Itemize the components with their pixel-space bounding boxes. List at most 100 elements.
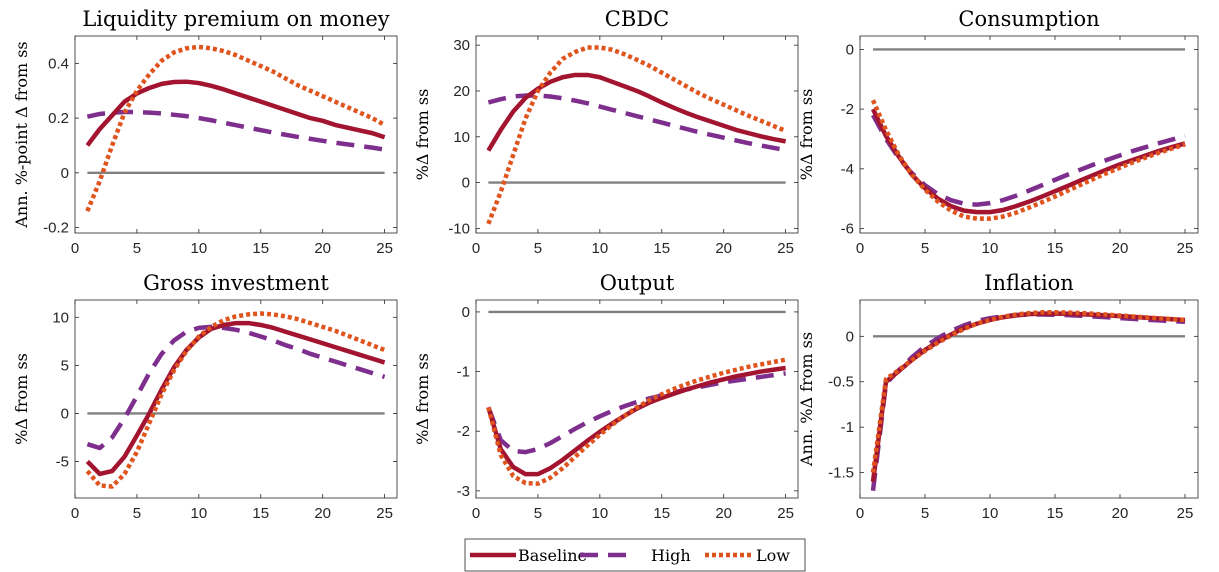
x-tick-label: 5 bbox=[921, 240, 929, 257]
y-tick-label: -6 bbox=[841, 221, 854, 238]
x-tick-label: 5 bbox=[534, 505, 542, 522]
series-line-low bbox=[870, 310, 1186, 473]
x-tick-label: 0 bbox=[71, 240, 79, 257]
y-tick-label: -2 bbox=[457, 423, 470, 440]
x-tick-label: 25 bbox=[376, 240, 393, 257]
series-line-high bbox=[487, 93, 787, 153]
series-line-high bbox=[86, 109, 385, 152]
x-tick-label: 5 bbox=[921, 505, 929, 522]
y-tick-label: -0.2 bbox=[43, 220, 69, 237]
y-tick-label: 0 bbox=[462, 175, 470, 192]
x-tick-label: 10 bbox=[982, 505, 999, 522]
y-tick-label: -0.5 bbox=[828, 374, 854, 391]
axes-box bbox=[74, 35, 398, 234]
x-tick-label: 0 bbox=[472, 505, 480, 522]
x-tick-label: 15 bbox=[653, 240, 670, 257]
x-tick-label: 5 bbox=[534, 240, 542, 257]
x-tick-label: 15 bbox=[252, 505, 269, 522]
x-tick-label: 0 bbox=[472, 240, 480, 257]
y-axis-label: %Δ from ss bbox=[797, 89, 816, 181]
series-line-high bbox=[486, 371, 786, 455]
y-tick-label: -1.5 bbox=[828, 465, 854, 482]
y-axis-label: %Δ from ss bbox=[413, 353, 432, 445]
series-line-baseline bbox=[870, 108, 1186, 215]
y-tick-label: 0 bbox=[61, 405, 69, 422]
x-tick-label: 5 bbox=[133, 505, 141, 522]
x-tick-label: 25 bbox=[1177, 240, 1194, 257]
x-tick-label: 20 bbox=[715, 505, 732, 522]
x-tick-label: 15 bbox=[1047, 505, 1064, 522]
x-tick-label: 0 bbox=[856, 505, 864, 522]
y-tick-label: 5 bbox=[61, 357, 69, 374]
x-tick-label: 15 bbox=[1047, 240, 1064, 257]
axes-box bbox=[859, 299, 1199, 499]
series-line-low bbox=[486, 45, 787, 225]
x-tick-label: 25 bbox=[1177, 505, 1194, 522]
panel-4: 0 5 10 15 20 25 -5 0 5 10 Gross investment %Δ from … bbox=[12, 271, 398, 522]
y-tick-label: -10 bbox=[448, 220, 470, 237]
x-tick-label: 25 bbox=[777, 505, 794, 522]
y-tick-label: 0 bbox=[846, 328, 854, 345]
panel-title: Inflation bbox=[984, 271, 1074, 295]
x-tick-label: 10 bbox=[982, 240, 999, 257]
x-tick-label: 0 bbox=[856, 240, 864, 257]
x-tick-label: 20 bbox=[1112, 240, 1129, 257]
x-tick-label: 20 bbox=[314, 240, 331, 257]
y-tick-label: -4 bbox=[841, 161, 854, 178]
x-tick-label: 10 bbox=[592, 505, 609, 522]
y-tick-label: 30 bbox=[453, 37, 470, 54]
y-tick-label: -1 bbox=[457, 364, 470, 381]
panel-6: 0 5 10 15 20 25 -1.5 -1 -0.5 0 Inflation Ann. %Δ fr… bbox=[797, 271, 1199, 522]
series-line-low bbox=[486, 357, 787, 486]
y-tick-label: 0 bbox=[462, 304, 470, 321]
x-tick-label: 10 bbox=[592, 240, 609, 257]
x-tick-label: 25 bbox=[777, 240, 794, 257]
axes-box bbox=[475, 35, 799, 234]
x-tick-label: 10 bbox=[191, 505, 208, 522]
x-tick-label: 15 bbox=[252, 240, 269, 257]
panel-title: Output bbox=[600, 271, 675, 295]
x-tick-label: 15 bbox=[653, 505, 670, 522]
y-axis-label: Ann. %Δ from ss bbox=[797, 332, 816, 467]
y-tick-label: 10 bbox=[52, 309, 69, 326]
series-line-low bbox=[870, 99, 1186, 221]
panel-title: Liquidity premium on money bbox=[82, 7, 389, 31]
series-line-baseline bbox=[85, 320, 386, 477]
x-tick-label: 0 bbox=[71, 505, 79, 522]
legend-label-low: Low bbox=[756, 546, 790, 565]
x-tick-label: 5 bbox=[133, 240, 141, 257]
y-tick-label: -5 bbox=[56, 453, 69, 470]
y-tick-label: 0.2 bbox=[48, 110, 69, 127]
series-line-low bbox=[85, 44, 386, 212]
series-line-low bbox=[85, 311, 386, 489]
axes-box bbox=[475, 299, 799, 499]
x-tick-label: 20 bbox=[1112, 505, 1129, 522]
panel-title: Consumption bbox=[958, 7, 1099, 31]
series-line-high bbox=[870, 312, 1186, 492]
y-tick-label: -1 bbox=[841, 419, 854, 436]
y-tick-label: 0 bbox=[61, 165, 69, 182]
axes-box bbox=[859, 35, 1199, 234]
y-tick-label: -3 bbox=[457, 483, 470, 500]
axes-box bbox=[74, 299, 398, 499]
x-tick-label: 20 bbox=[314, 505, 331, 522]
legend: Baseline High Low bbox=[464, 538, 806, 572]
y-tick-label: 20 bbox=[453, 83, 470, 100]
panel-3: 0 5 10 15 20 25 -6 -4 -2 0 Consumption %Δ from ss bbox=[797, 7, 1199, 257]
y-tick-label: 0 bbox=[846, 41, 854, 58]
panel-title: Gross investment bbox=[143, 271, 329, 295]
x-tick-label: 10 bbox=[191, 240, 208, 257]
x-tick-label: 25 bbox=[376, 505, 393, 522]
y-tick-label: 10 bbox=[453, 129, 470, 146]
series-line-baseline bbox=[870, 311, 1186, 482]
series-line-baseline bbox=[486, 365, 786, 477]
panel-5: 0 5 10 15 20 25 -3 -2 -1 0 Output %Δ from ss bbox=[413, 271, 799, 522]
y-tick-label: -2 bbox=[841, 101, 854, 118]
legend-label-baseline: Baseline bbox=[518, 546, 587, 565]
x-tick-label: 20 bbox=[715, 240, 732, 257]
y-axis-label: Ann. %-point Δ from ss bbox=[12, 41, 31, 228]
legend-label-high: High bbox=[651, 546, 691, 565]
y-tick-label: 0.4 bbox=[48, 55, 69, 72]
series-line-high bbox=[86, 324, 386, 451]
